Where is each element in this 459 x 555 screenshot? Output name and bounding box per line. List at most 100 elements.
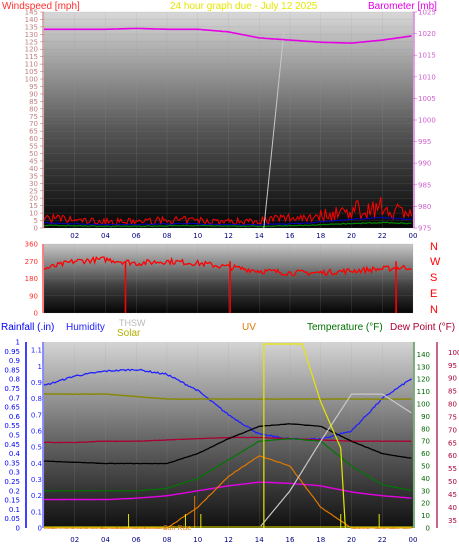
x-tick-label-bottom: 04	[101, 536, 110, 544]
direction-tick-label: 0	[34, 310, 38, 318]
wind-low-line	[43, 221, 412, 228]
wind-tick-label: 90	[29, 90, 38, 98]
humidity-tick-label: 1.1	[31, 347, 42, 355]
baro-tick-label: 1000	[418, 117, 436, 125]
wind-tick-label: 95	[29, 83, 38, 91]
rain-tick-label: 0.4	[9, 450, 21, 458]
sun-rise-label: Sun Rise	[163, 525, 192, 532]
wind-tick-label: 115	[25, 53, 38, 61]
wind-tick-label: 75	[29, 113, 38, 121]
x-tick-label-bottom: 14	[255, 536, 264, 544]
wind-tick-label: 130	[25, 31, 38, 39]
rain-tick-label: 0.95	[4, 348, 20, 356]
temp-tick-label: 70	[421, 438, 430, 446]
humidity-tick-label: 0.9	[31, 379, 42, 387]
rain-tick-label: 0.1	[9, 506, 20, 514]
x-tick-label-bottom: 00	[409, 536, 418, 544]
thsw-trace-top	[263, 31, 285, 229]
wind-tick-label: 145	[25, 9, 38, 17]
rain-tick-label: 0.3	[9, 469, 20, 477]
dew-tick-label: 90	[448, 375, 457, 383]
rain-tick-label: 0.15	[4, 497, 20, 505]
rain-tick-label: 0.5	[9, 432, 20, 440]
temp-tick-label: 40	[421, 475, 430, 483]
temperature-low-line	[44, 438, 412, 492]
dew-point-line	[43, 436, 412, 444]
legend-solar: Solar	[117, 328, 141, 339]
direction-tick-label: 90	[29, 292, 38, 300]
temperature-line	[43, 423, 412, 465]
legend-rainfall: Rainfall (.in)	[1, 322, 54, 333]
temp-tick-label: 10	[421, 512, 430, 520]
rain-tick-label: 0.2	[9, 487, 20, 495]
x-tick-label-top: 12	[224, 232, 233, 240]
rain-tick-label: 0.6	[9, 413, 21, 421]
wind-tick-label: 65	[29, 128, 38, 136]
x-tick-label-top: 08	[163, 232, 172, 240]
rain-tick-label: 1	[16, 339, 20, 347]
tick-layer: 0510152025303540455055606570758085909510…	[4, 9, 459, 545]
wind-tick-label: 100	[25, 76, 38, 84]
humidity-tick-label: 0.4	[31, 460, 43, 468]
wind-tick-label: 55	[29, 143, 38, 151]
humidity-tick-label: 0.3	[31, 476, 42, 484]
dew-tick-label: 70	[448, 426, 457, 434]
humidity-tick-label: 0.6	[31, 427, 43, 435]
dew-tick-label: 80	[448, 401, 457, 409]
wind-tick-label: 30	[29, 180, 38, 188]
x-tick-label-top: 10	[193, 232, 202, 240]
grid-layer	[43, 11, 414, 528]
temp-tick-label: 100	[417, 401, 430, 409]
x-tick-label-top: 16	[286, 232, 295, 240]
wind-tick-label: 35	[29, 172, 38, 180]
x-tick-label-bottom: 22	[378, 536, 387, 544]
x-tick-label-bottom: 08	[163, 536, 172, 544]
barometer-line	[44, 27, 412, 44]
rain-tick-label: 0	[16, 525, 20, 533]
wind-tick-label: 20	[29, 195, 38, 203]
dew-tick-label: 85	[448, 388, 457, 396]
wind-tick-label: 125	[25, 38, 38, 46]
humidity-tick-label: 0.1	[31, 508, 42, 516]
dew-tick-label: 65	[448, 439, 457, 447]
temp-tick-label: 50	[421, 463, 430, 471]
wind-tick-label: 80	[29, 105, 38, 113]
x-tick-label-top: 00	[409, 232, 418, 240]
wind-axis-label: Windspeed [mph]	[2, 1, 80, 12]
humidity-tick-label: 0	[38, 525, 42, 533]
x-tick-label-top: 22	[378, 232, 387, 240]
x-tick-label-bottom: 12	[224, 536, 233, 544]
temp-tick-label: 20	[421, 500, 430, 508]
baro-tick-label: 1015	[418, 52, 436, 60]
dew-tick-label: 60	[448, 452, 457, 460]
humidity-tick-label: 0.5	[31, 444, 42, 452]
dew-tick-label: 55	[448, 465, 457, 473]
x-tick-label-top: 06	[132, 232, 141, 240]
dew-tick-label: 75	[448, 413, 457, 421]
wind-tick-label: 120	[25, 46, 38, 54]
direction-tick-label: 360	[25, 241, 38, 249]
baro-tick-label: 985	[418, 181, 431, 189]
dew-tick-label: 40	[448, 504, 457, 512]
humidity-tick-label: 1	[38, 363, 42, 371]
x-tick-label-top: 14	[255, 232, 264, 240]
temp-tick-label: 90	[421, 413, 430, 421]
direction-tick-label: 180	[25, 275, 38, 283]
wind-average-line	[43, 216, 412, 226]
baro-tick-label: 1025	[418, 9, 436, 17]
series-layer	[43, 27, 413, 529]
wind-tick-label: 50	[29, 150, 38, 158]
direction-label-w: W	[430, 256, 441, 268]
rain-tick-label: 0.65	[4, 404, 20, 412]
wind-tick-label: 10	[29, 210, 38, 218]
humidity-line	[43, 368, 412, 441]
x-tick-label-bottom: 06	[132, 536, 141, 544]
direction-label-s: S	[430, 272, 437, 284]
rain-tick-label: 0.9	[9, 357, 20, 365]
baro-tick-label: 980	[418, 203, 431, 211]
baro-tick-label: 1020	[418, 30, 436, 38]
baro-tick-label: 1005	[418, 95, 436, 103]
chart-title: 24 hour graph due - July 12 2025	[170, 1, 318, 12]
wind-tick-label: 105	[25, 68, 38, 76]
